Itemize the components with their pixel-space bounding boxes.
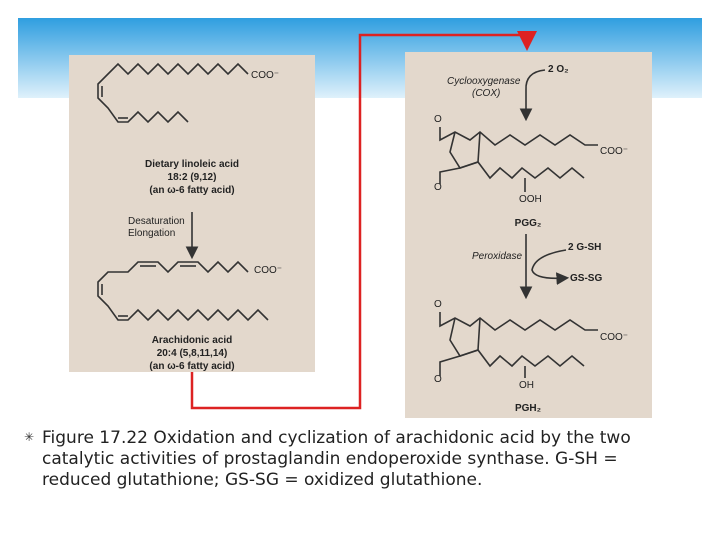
connector [190,31,537,410]
linoleic-structure [97,62,249,124]
atom-label: O [434,182,442,193]
compound-name: Dietary linoleic acid [145,159,239,170]
step-label: Elongation [128,228,175,239]
atom-label: O [434,114,442,125]
group-label: COO⁻ [600,146,628,157]
group-label: COO⁻ [600,332,628,343]
reagent-label: 2 G-SH [568,242,601,253]
group-label: OOH [519,194,542,205]
compound-class: (an ω-6 fatty acid) [149,361,234,372]
reagent-label: GS-SG [570,273,602,284]
enzyme-label: Cyclooxygenase [447,76,521,87]
compound-name: PGG₂ [515,218,542,229]
enzyme-label: (COX) [472,88,500,99]
arrow [519,69,546,122]
group-label: COO⁻ [254,265,282,276]
reagent-label: 2 O₂ [548,64,569,75]
compound-formula: 20:4 (5,8,11,14) [157,348,228,359]
atom-label: O [434,374,442,385]
arrow [531,249,570,286]
pgg-chain [439,161,585,184]
group-label: COO⁻ [251,70,279,81]
compound-class: (an ω-6 fatty acid) [149,185,234,196]
right-panel [405,52,652,418]
group-label: OH [519,380,534,391]
compound-name: Arachidonic acid [152,335,233,346]
enzyme-label: Peroxidase [472,251,522,262]
bullet: ✳ [24,430,35,444]
atom-label: O [434,299,442,310]
compound-formula: 18:2 (9,12) [168,172,217,183]
caption: Figure 17.22 Oxidation and cyclization o… [42,428,631,490]
pgh-chain [439,349,585,376]
arachidonic-structure [97,260,269,322]
compound-name: PGH₂ [515,403,541,414]
step-label: Desaturation [128,216,185,227]
